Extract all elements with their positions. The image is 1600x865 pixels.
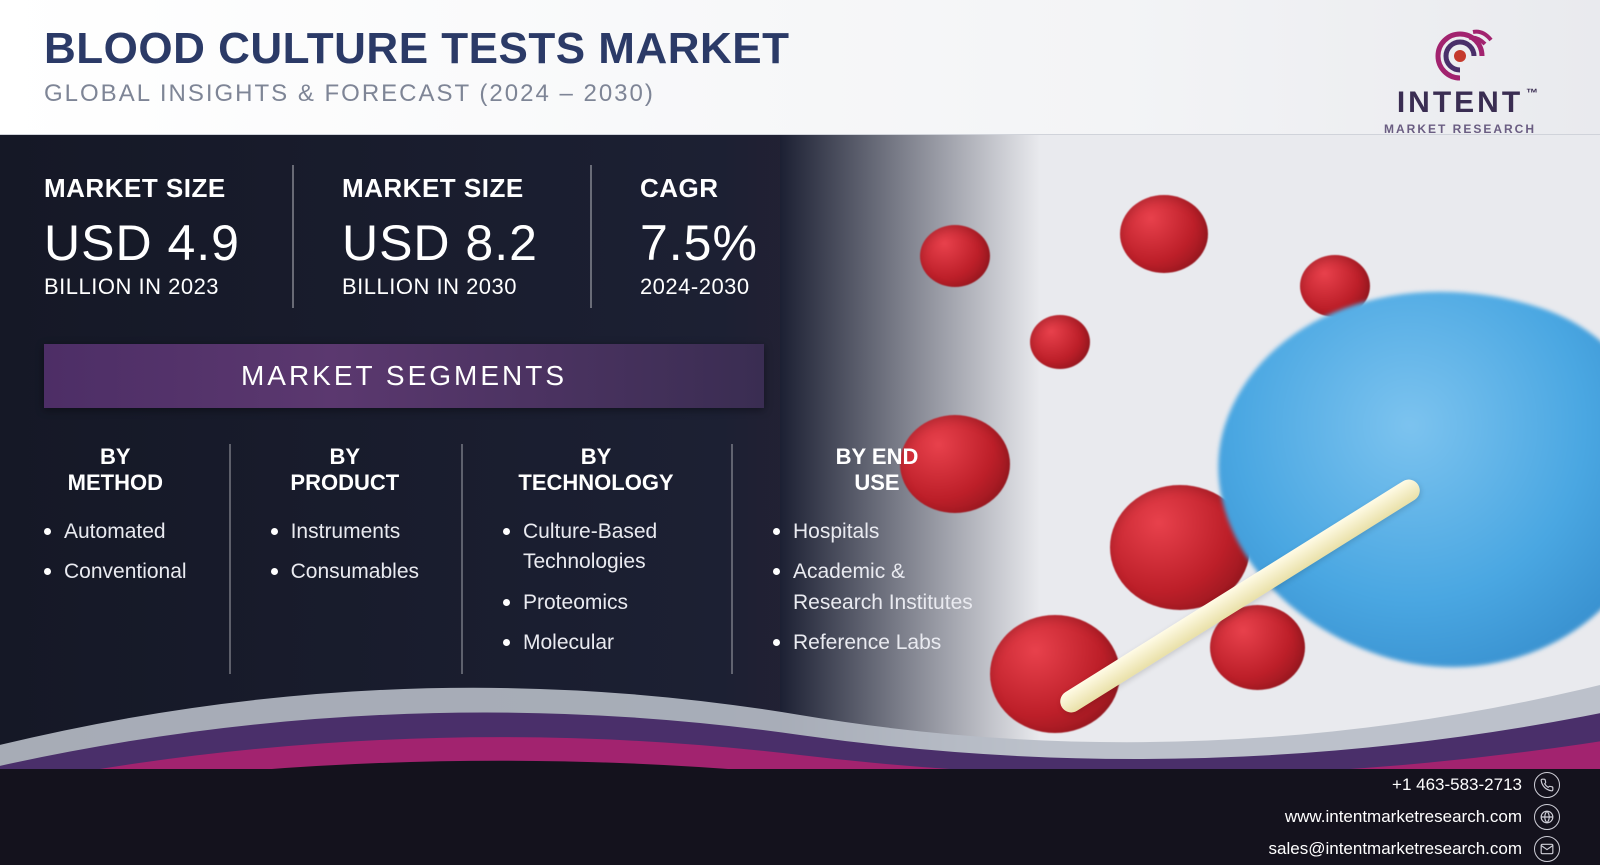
- brand-logo: INTENT MARKET RESEARCH: [1384, 28, 1536, 136]
- metrics-row: MARKET SIZE USD 4.9 BILLION IN 2023 MARK…: [0, 135, 1600, 308]
- segment-col-product: BYPRODUCT Instruments Consumables: [271, 444, 463, 674]
- page-title: BLOOD CULTURE TESTS MARKET: [44, 24, 790, 74]
- segment-heading: BYTECHNOLOGY: [503, 444, 689, 497]
- segments-banner: MARKET SEGMENTS: [44, 344, 764, 408]
- segment-heading: BYMETHOD: [44, 444, 187, 497]
- segment-col-enduse: BY ENDUSE Hospitals Academic & Research …: [773, 444, 1023, 674]
- header: BLOOD CULTURE TESTS MARKET GLOBAL INSIGH…: [0, 0, 1600, 135]
- metric-value: USD 8.2: [342, 214, 538, 272]
- metric-sub: BILLION IN 2030: [342, 274, 538, 300]
- segments-title: MARKET SEGMENTS: [241, 360, 567, 392]
- content-body: MARKET SIZE USD 4.9 BILLION IN 2023 MARK…: [0, 135, 1600, 865]
- list-item: Hospitals: [773, 517, 981, 547]
- globe-icon: [1534, 804, 1560, 830]
- list-item: Consumables: [271, 557, 419, 587]
- metric-label: MARKET SIZE: [44, 173, 240, 204]
- metric-label: MARKET SIZE: [342, 173, 538, 204]
- contact-email: sales@intentmarketresearch.com: [1269, 836, 1560, 862]
- metric-sub: 2024-2030: [640, 274, 758, 300]
- segment-heading: BYPRODUCT: [271, 444, 419, 497]
- segments-row: BYMETHOD Automated Conventional BYPRODUC…: [0, 408, 1600, 674]
- metric-value: 7.5%: [640, 214, 758, 272]
- segment-col-method: BYMETHOD Automated Conventional: [44, 444, 231, 674]
- metric-value: USD 4.9: [44, 214, 240, 272]
- list-item: Academic & Research Institutes: [773, 557, 981, 618]
- list-item: Molecular: [503, 628, 689, 658]
- list-item: Instruments: [271, 517, 419, 547]
- list-item: Conventional: [44, 557, 187, 587]
- page-subtitle: GLOBAL INSIGHTS & FORECAST (2024 – 2030): [44, 80, 790, 108]
- metric-label: CAGR: [640, 173, 758, 204]
- list-item: Reference Labs: [773, 628, 981, 658]
- segment-col-technology: BYTECHNOLOGY Culture-Based Technologies …: [503, 444, 733, 674]
- mail-icon: [1534, 836, 1560, 862]
- contact-phone: +1 463-583-2713: [1269, 772, 1560, 798]
- email-text: sales@intentmarketresearch.com: [1269, 839, 1522, 859]
- footer-bar: +1 463-583-2713 www.intentmarketresearch…: [0, 769, 1600, 865]
- metric-card: CAGR 7.5% 2024-2030: [640, 165, 810, 308]
- list-item: Automated: [44, 517, 187, 547]
- logo-text: INTENT: [1397, 86, 1523, 120]
- blood-drop: [1030, 315, 1090, 369]
- phone-text: +1 463-583-2713: [1392, 775, 1522, 795]
- web-text: www.intentmarketresearch.com: [1285, 807, 1522, 827]
- contact-web: www.intentmarketresearch.com: [1269, 804, 1560, 830]
- logo-icon: [1425, 28, 1495, 82]
- logo-subtext: MARKET RESEARCH: [1384, 122, 1536, 136]
- metric-sub: BILLION IN 2023: [44, 274, 240, 300]
- segment-heading: BY ENDUSE: [773, 444, 981, 497]
- list-item: Proteomics: [503, 588, 689, 618]
- metric-card: MARKET SIZE USD 4.9 BILLION IN 2023: [44, 165, 294, 308]
- list-item: Culture-Based Technologies: [503, 517, 689, 578]
- phone-icon: [1534, 772, 1560, 798]
- metric-card: MARKET SIZE USD 8.2 BILLION IN 2030: [342, 165, 592, 308]
